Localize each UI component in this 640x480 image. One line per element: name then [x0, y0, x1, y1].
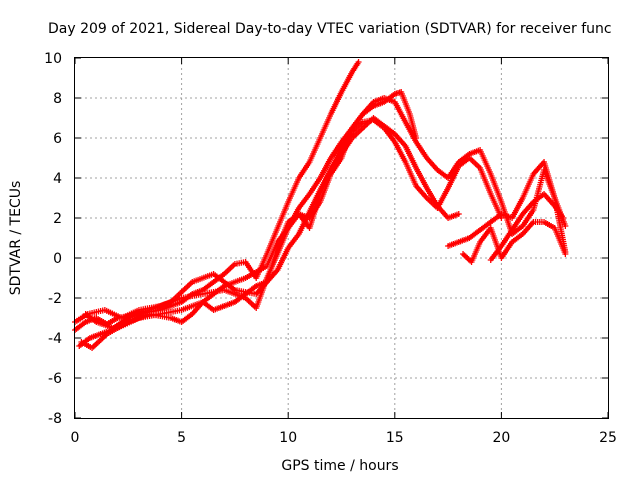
- x-tick-label: 25: [599, 430, 617, 446]
- y-tick-label: 2: [53, 211, 62, 227]
- x-tick-label: 0: [71, 430, 80, 446]
- plot-frame: [74, 57, 609, 419]
- x-tick-label: 10: [279, 430, 297, 446]
- y-tick-label: -6: [48, 371, 62, 387]
- x-tick-label: 20: [492, 430, 510, 446]
- series-markers: [76, 89, 420, 349]
- series-8: [487, 191, 567, 263]
- y-tick-label: -2: [48, 291, 62, 307]
- data-points: [72, 59, 569, 351]
- y-tick-label: -8: [48, 411, 62, 427]
- series-6: [445, 159, 569, 255]
- series-markers: [445, 159, 569, 255]
- x-tick-label: 5: [177, 430, 186, 446]
- y-tick-label: 0: [53, 251, 62, 267]
- y-tick-label: -4: [48, 331, 62, 347]
- chart-title: Day 209 of 2021, Sidereal Day-to-day VTE…: [48, 21, 612, 37]
- series-markers: [460, 219, 569, 265]
- y-tick-label: 6: [53, 131, 62, 147]
- axis-ticks: 0 5 10 15 20 25 -8 -6 -4 -2 0 2 4 6 8 10: [44, 51, 617, 446]
- series-2: [76, 89, 420, 349]
- y-tick-label: 4: [53, 171, 62, 187]
- x-axis-title: GPS time / hours: [281, 458, 398, 474]
- y-axis-title: SDTVAR / TECUs: [8, 181, 24, 296]
- grid: [75, 58, 608, 418]
- y-tick-label: 10: [44, 51, 62, 67]
- x-tick-label: 15: [386, 430, 404, 446]
- series-markers: [72, 95, 569, 325]
- y-tick-label: 8: [53, 91, 62, 107]
- series-markers: [82, 115, 462, 331]
- series-markers: [487, 191, 567, 263]
- series-7: [460, 219, 569, 265]
- series-5: [72, 95, 569, 325]
- series-4: [82, 115, 462, 331]
